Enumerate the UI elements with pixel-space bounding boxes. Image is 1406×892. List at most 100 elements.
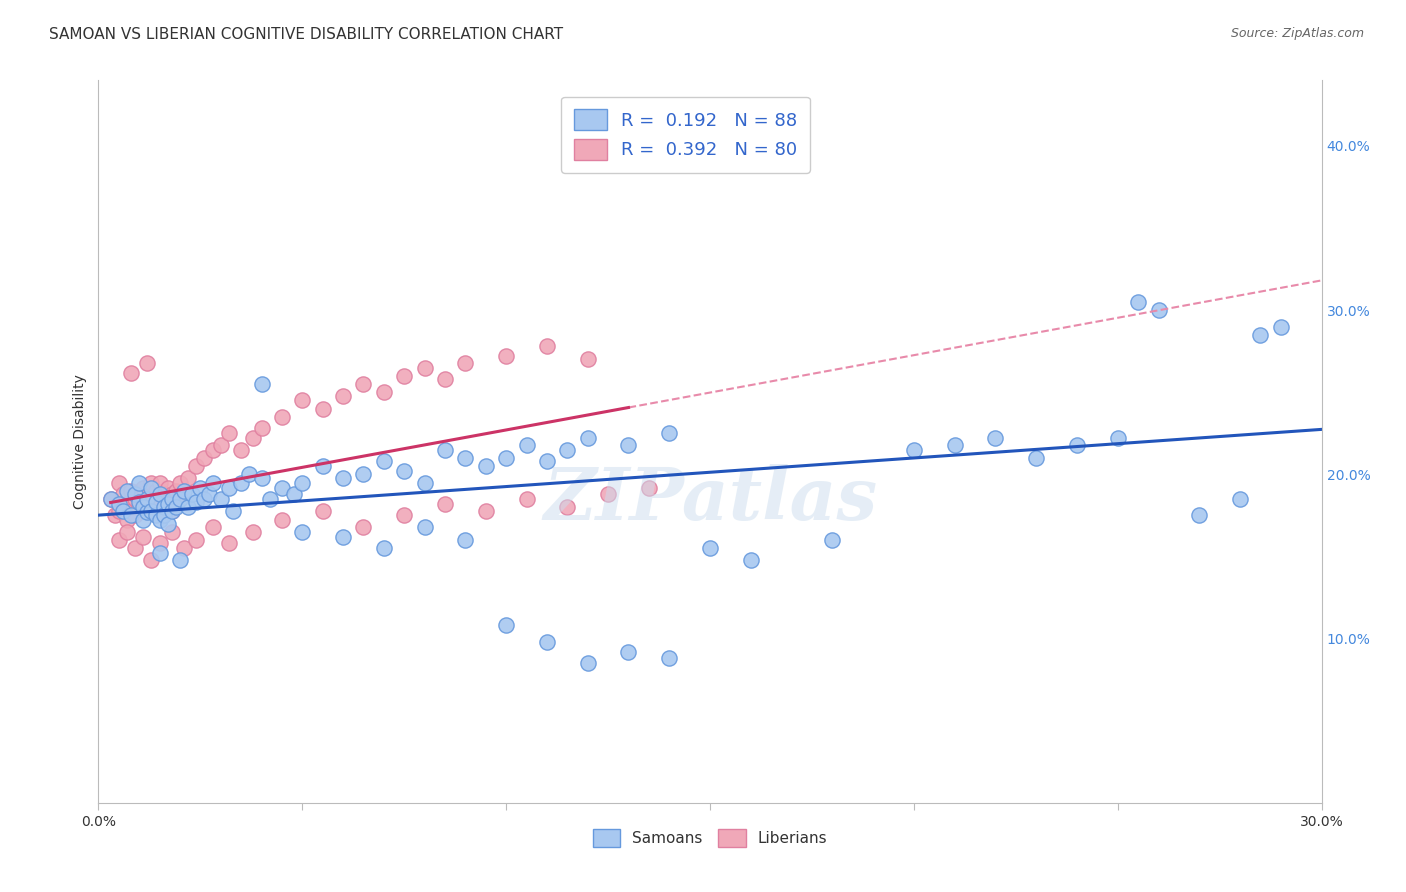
Point [141,553,163,567]
Point [250,470,273,484]
Point [132,495,155,509]
Point [136,356,159,370]
Point [1249,327,1271,342]
Point [209,491,232,506]
Point [536,635,558,649]
Point [495,450,517,465]
Text: ZIPatlas: ZIPatlas [543,464,877,535]
Point [984,431,1007,445]
Point [149,536,172,550]
Point [124,491,146,506]
Point [128,487,150,501]
Point [124,541,146,556]
Point [156,516,179,531]
Point [128,475,150,490]
Point [201,475,224,490]
Point [120,366,142,380]
Point [201,520,224,534]
Point [270,481,294,495]
Point [352,520,374,534]
Point [186,533,208,547]
Point [209,438,232,452]
Point [108,497,131,511]
Point [536,454,558,468]
Point [352,377,374,392]
Point [283,487,305,501]
Point [145,508,167,523]
Point [943,438,966,452]
Point [120,508,142,523]
Point [193,450,215,465]
Point [392,464,416,478]
Point [132,530,155,544]
Point [413,520,436,534]
Point [238,467,260,482]
Point [145,500,167,515]
Point [1128,295,1150,310]
Point [100,491,122,506]
Point [454,533,477,547]
Point [576,657,599,671]
Point [173,541,195,556]
Point [115,497,138,511]
Point [132,500,155,515]
Point [242,524,264,539]
Point [312,503,335,517]
Point [392,368,416,383]
Point [128,495,150,509]
Point [598,487,620,501]
Point [160,491,183,506]
Point [160,524,183,539]
Point [128,500,150,515]
Point [218,481,240,495]
Point [259,491,281,506]
Point [740,553,762,567]
Point [516,438,538,452]
Point [373,454,395,468]
Point [231,475,253,490]
Point [658,651,681,665]
Point [100,491,122,506]
Point [111,500,134,515]
Point [149,491,172,506]
Point [108,475,131,490]
Point [169,491,191,506]
Text: SAMOAN VS LIBERIAN COGNITIVE DISABILITY CORRELATION CHART: SAMOAN VS LIBERIAN COGNITIVE DISABILITY … [49,27,564,42]
Point [188,481,212,495]
Point [160,487,183,501]
Point [392,508,416,523]
Point [111,487,134,501]
Point [1147,303,1170,318]
Point [152,508,174,523]
Point [115,513,138,527]
Point [474,503,498,517]
Point [434,442,457,457]
Point [201,442,224,457]
Point [495,349,517,363]
Point [177,470,200,484]
Point [152,500,174,515]
Point [149,475,172,490]
Point [108,533,131,547]
Point [141,503,163,517]
Point [169,553,191,567]
Point [173,483,195,498]
Point [141,481,163,495]
Point [152,487,174,501]
Point [136,505,159,519]
Point [1188,508,1211,523]
Point [156,497,179,511]
Point [120,503,142,517]
Point [111,503,134,517]
Point [218,536,240,550]
Point [156,481,179,495]
Point [1066,438,1088,452]
Point [516,491,538,506]
Point [108,503,131,517]
Point [536,339,558,353]
Point [576,431,599,445]
Point [373,385,395,400]
Point [291,393,314,408]
Point [120,483,142,498]
Point [617,438,640,452]
